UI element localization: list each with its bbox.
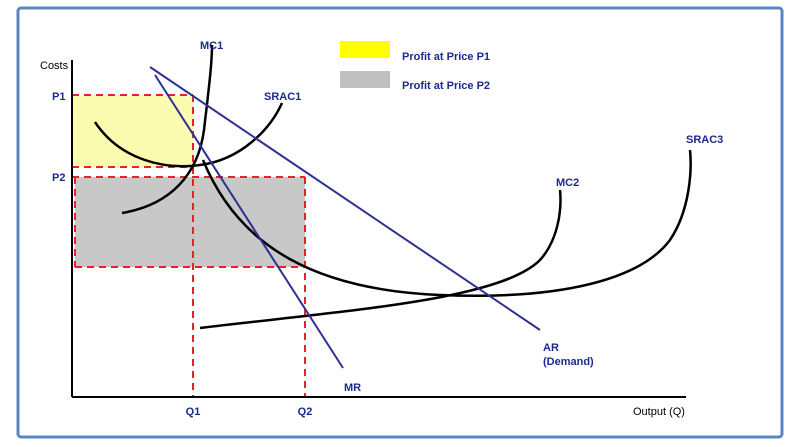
- frame: [16, 6, 784, 439]
- curve-label: MR: [344, 382, 361, 394]
- mc1-curve: [121, 44, 214, 215]
- price-label: P2: [52, 172, 65, 184]
- srac3-curve: [201, 149, 692, 297]
- legend-label: Profit at Price P2: [402, 80, 490, 92]
- curve-label: MC1: [200, 40, 223, 52]
- curve-label: MC2: [556, 177, 579, 189]
- quantity-label: Q2: [298, 406, 313, 418]
- ar-line: [149, 66, 541, 331]
- curve-label: SRAC3: [686, 134, 723, 146]
- legend-swatch: [340, 71, 390, 88]
- curve-label: SRAC1: [264, 91, 301, 103]
- legend-swatch: [340, 41, 390, 58]
- curve-label: AR: [543, 342, 559, 354]
- curve-label: (Demand): [543, 356, 594, 368]
- legend-label: Profit at Price P1: [402, 51, 490, 63]
- profit-area-p2: [75, 177, 305, 267]
- price-label: P1: [52, 91, 65, 103]
- mc2-curve: [199, 189, 562, 330]
- srac1-curve: [93, 102, 284, 168]
- x-axis-label: Output (Q): [633, 406, 685, 418]
- y-axis-label: Costs: [40, 60, 69, 72]
- quantity-label: Q1: [186, 406, 201, 418]
- mr-line: [154, 74, 344, 369]
